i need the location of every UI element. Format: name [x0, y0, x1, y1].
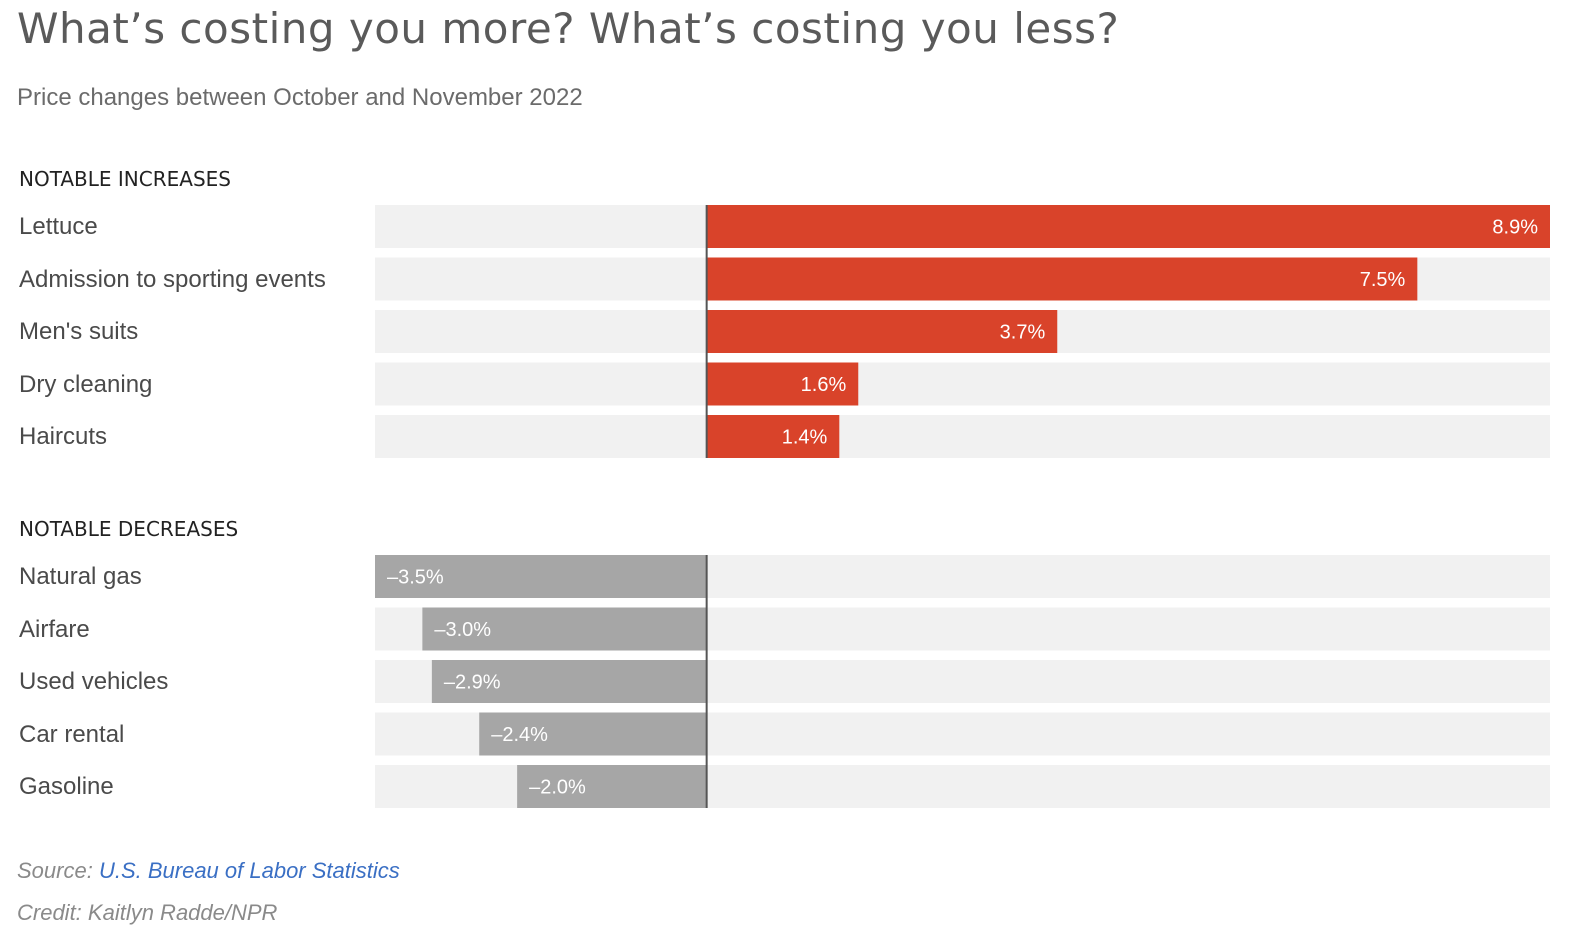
- source-note: Source: U.S. Bureau of Labor Statistics: [17, 858, 400, 884]
- row-label: Dry cleaning: [19, 371, 153, 398]
- bar-track: [375, 362, 1550, 406]
- increase-bar: [706, 310, 1058, 353]
- bar-track: [375, 415, 1550, 458]
- decrease-bar: [479, 712, 707, 756]
- bar-value-label: 1.4%: [782, 427, 828, 449]
- decrease-bar: [517, 765, 707, 808]
- chart-subtitle: Price changes between October and Novemb…: [17, 84, 583, 111]
- bar-value-label: –2.0%: [529, 777, 586, 799]
- row-label: Lettuce: [19, 213, 98, 240]
- row-label: Admission to sporting events: [19, 266, 326, 293]
- bar-value-label: 1.6%: [801, 374, 847, 396]
- row-label: Used vehicles: [19, 668, 169, 695]
- bar-value-label: –3.0%: [434, 619, 491, 641]
- row-label: Men's suits: [19, 318, 139, 345]
- row-label: Airfare: [19, 616, 90, 643]
- row-label: Car rental: [19, 721, 125, 748]
- bar-value-label: 8.9%: [1492, 217, 1538, 239]
- bar-value-label: –2.9%: [444, 672, 501, 694]
- bar-value-label: 7.5%: [1360, 269, 1406, 291]
- section-heading-increases: NOTABLE INCREASES: [19, 167, 231, 191]
- row-label: Haircuts: [19, 423, 108, 450]
- increase-bar: [706, 415, 840, 458]
- increase-bar: [706, 257, 1418, 301]
- source-link[interactable]: U.S. Bureau of Labor Statistics: [98, 858, 400, 883]
- increase-bar: [706, 205, 1550, 248]
- increase-bar: [706, 362, 859, 406]
- decrease-bar: [375, 555, 707, 598]
- bar-value-label: –2.4%: [491, 724, 548, 746]
- decrease-bar: [431, 660, 707, 703]
- chart-title: What’s costing you more? What’s costing …: [17, 4, 1120, 53]
- bar-value-label: –3.5%: [387, 567, 444, 589]
- section-heading-decreases: NOTABLE DECREASES: [19, 517, 239, 541]
- bar-value-label: 3.7%: [1000, 322, 1046, 344]
- row-label: Gasoline: [19, 773, 114, 800]
- source-label: Source:: [17, 858, 93, 883]
- decrease-bar: [422, 607, 707, 651]
- credit-note: Credit: Kaitlyn Radde/NPR: [17, 900, 278, 925]
- row-label: Natural gas: [19, 563, 142, 590]
